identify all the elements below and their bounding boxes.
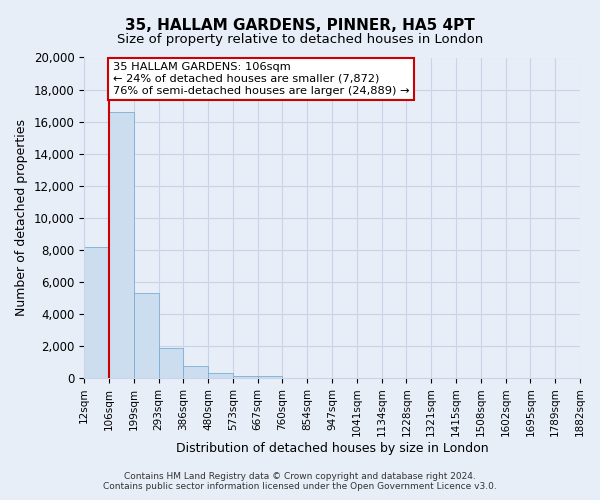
Text: Contains HM Land Registry data © Crown copyright and database right 2024.
Contai: Contains HM Land Registry data © Crown c… xyxy=(103,472,497,491)
Bar xyxy=(84,246,109,378)
Bar xyxy=(158,348,184,378)
Text: 35, HALLAM GARDENS, PINNER, HA5 4PT: 35, HALLAM GARDENS, PINNER, HA5 4PT xyxy=(125,18,475,32)
X-axis label: Distribution of detached houses by size in London: Distribution of detached houses by size … xyxy=(176,442,488,455)
Bar xyxy=(184,366,208,378)
Bar xyxy=(134,293,158,378)
Bar xyxy=(233,376,257,378)
Bar xyxy=(109,112,134,378)
Bar xyxy=(208,374,233,378)
Text: 35 HALLAM GARDENS: 106sqm
← 24% of detached houses are smaller (7,872)
76% of se: 35 HALLAM GARDENS: 106sqm ← 24% of detac… xyxy=(113,62,409,96)
Bar xyxy=(257,376,283,378)
Text: Size of property relative to detached houses in London: Size of property relative to detached ho… xyxy=(117,32,483,46)
Y-axis label: Number of detached properties: Number of detached properties xyxy=(15,119,28,316)
